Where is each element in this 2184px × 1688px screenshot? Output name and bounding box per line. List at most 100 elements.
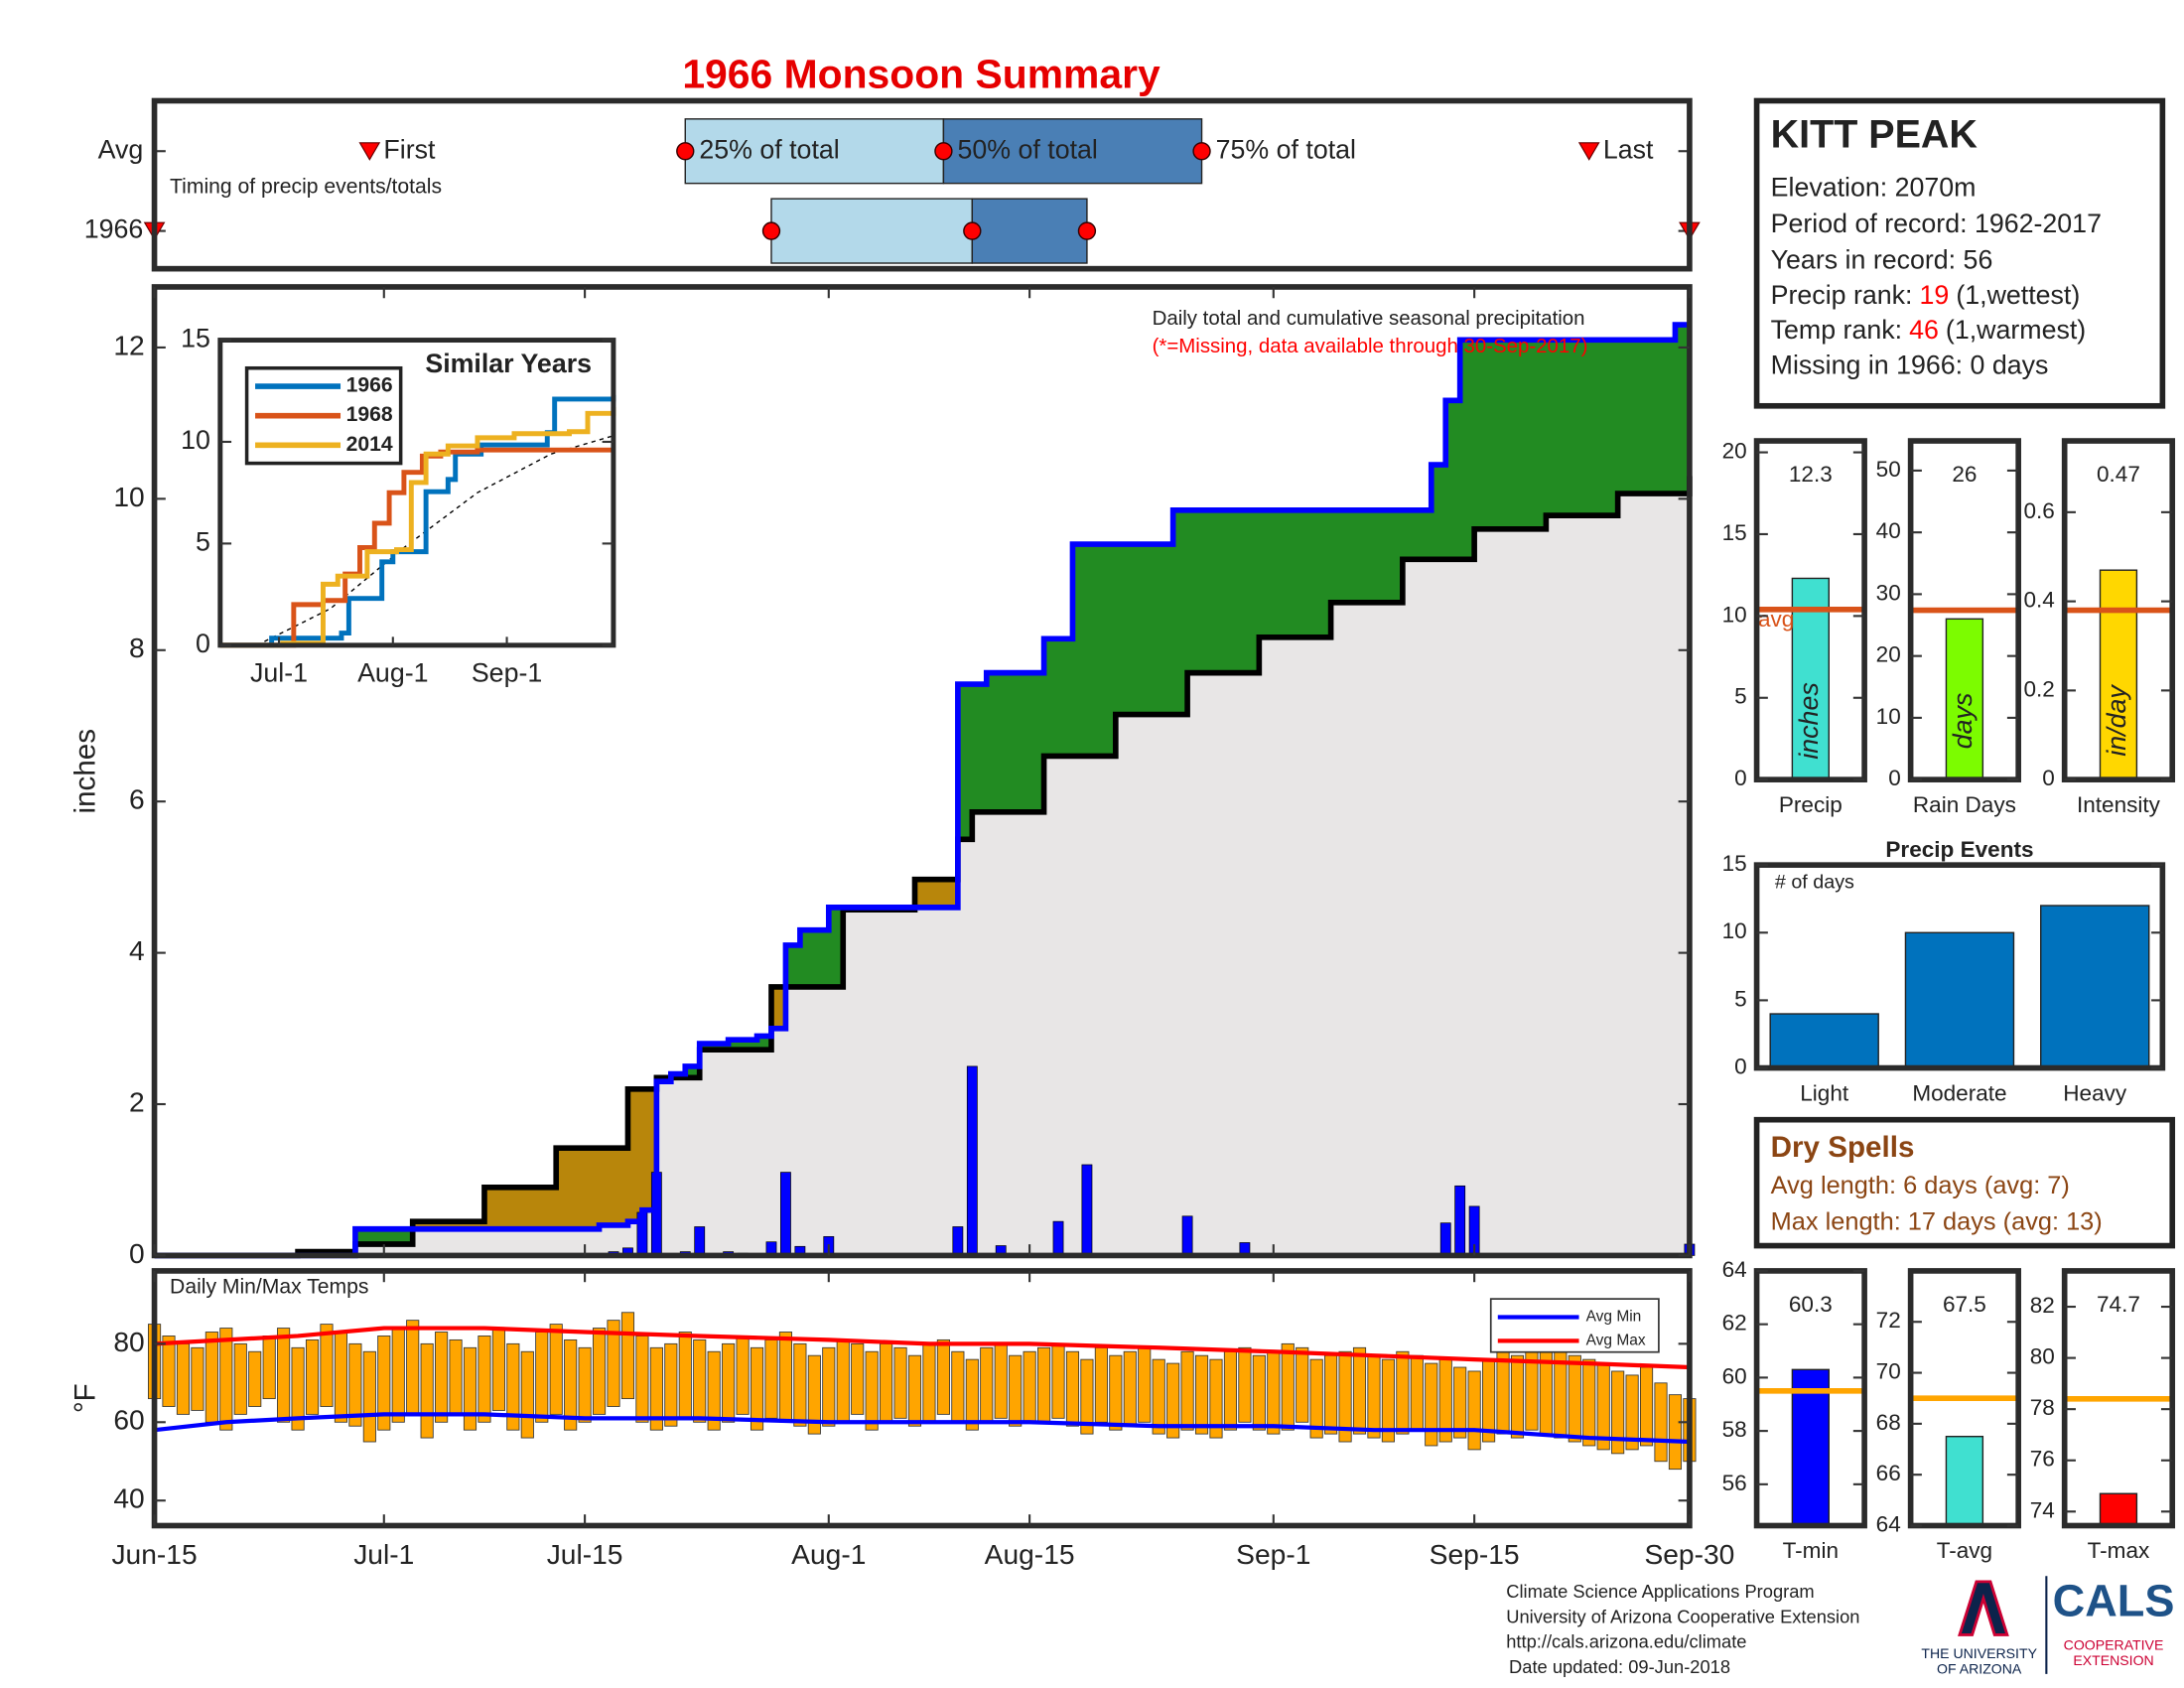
timing-box bbox=[971, 198, 1088, 264]
event-marker bbox=[358, 142, 381, 161]
temp-bar bbox=[564, 1338, 578, 1431]
temp-bar bbox=[1467, 1370, 1481, 1451]
temp-bar bbox=[162, 1336, 176, 1407]
temp-bar bbox=[491, 1328, 505, 1411]
y-tick-label: 10 bbox=[1722, 602, 1747, 627]
event-marker bbox=[1577, 142, 1600, 161]
legend-box bbox=[1489, 1298, 1660, 1353]
temp-bar bbox=[707, 1350, 721, 1431]
y-tick-label: 0 bbox=[196, 629, 210, 658]
temp-bar bbox=[478, 1336, 491, 1423]
temp-bar bbox=[750, 1346, 764, 1431]
avg-line bbox=[154, 1326, 1690, 1370]
temp-bar bbox=[907, 1354, 922, 1427]
temp-bar bbox=[1023, 1350, 1036, 1423]
y-tick-label: 68 bbox=[1876, 1410, 1901, 1435]
temp-bar bbox=[1296, 1346, 1309, 1423]
legend-label: 1968 bbox=[346, 403, 393, 426]
daily-bar bbox=[966, 1065, 978, 1256]
station-elevation: Elevation: 2070m bbox=[1771, 172, 1977, 202]
temp-bar bbox=[922, 1342, 936, 1423]
y-tick-label: 72 bbox=[1876, 1308, 1901, 1333]
logo-text: CALS bbox=[2053, 1575, 2175, 1625]
y-tick-label: 0.4 bbox=[2023, 588, 2054, 613]
station-period: Period of record: 1962-2017 bbox=[1771, 209, 2102, 238]
y-tick-label: 76 bbox=[2030, 1447, 2055, 1472]
y-tick-label: 10 bbox=[113, 481, 144, 512]
y-tick-label: 4 bbox=[129, 934, 145, 966]
temp-bar bbox=[1051, 1342, 1065, 1419]
quartile-marker bbox=[1192, 142, 1211, 161]
y-tick-label: 64 bbox=[1722, 1257, 1747, 1282]
temp-bar bbox=[334, 1332, 347, 1423]
quartile-marker bbox=[761, 221, 781, 240]
bar bbox=[1769, 1013, 1879, 1069]
y-tick-label: 12 bbox=[113, 329, 144, 360]
y-tick-label: 10 bbox=[1722, 918, 1747, 943]
rank-note: (1,wettest) bbox=[1956, 280, 2080, 310]
temp-bar bbox=[1080, 1358, 1094, 1435]
y-tick-label: 80 bbox=[2030, 1344, 2055, 1369]
row-label: Avg bbox=[98, 134, 144, 164]
y-tick-label: 15 bbox=[1722, 520, 1747, 545]
temp-bar bbox=[1267, 1350, 1281, 1435]
rank-label: Temp rank: bbox=[1771, 315, 1902, 345]
y-tick-label: 78 bbox=[2030, 1395, 2055, 1420]
temp-bar bbox=[1166, 1362, 1180, 1439]
legend-label: Avg Max bbox=[1586, 1333, 1646, 1349]
y-tick-label: 10 bbox=[1876, 704, 1901, 729]
y-tick-label: 30 bbox=[1876, 580, 1901, 605]
temp-bar bbox=[1324, 1354, 1338, 1435]
temp-bar bbox=[764, 1338, 778, 1419]
y-tick-label: 20 bbox=[1876, 642, 1901, 667]
y-tick-label: 64 bbox=[1876, 1511, 1901, 1536]
temp-bar bbox=[1281, 1342, 1295, 1431]
footer-line: Climate Science Applications Program bbox=[1506, 1581, 1814, 1602]
temp-bar bbox=[277, 1328, 291, 1423]
temp-bar bbox=[822, 1346, 836, 1427]
temp-bar bbox=[435, 1332, 449, 1423]
quartile-marker bbox=[934, 142, 953, 161]
x-tick-label: Jun-15 bbox=[111, 1538, 197, 1570]
temp-bar bbox=[1510, 1354, 1525, 1439]
temp-bar bbox=[620, 1312, 635, 1400]
bar bbox=[1945, 1435, 1984, 1527]
x-tick-label: Jul-15 bbox=[547, 1538, 623, 1570]
temp-bar bbox=[592, 1328, 607, 1415]
y-tick-label: 0 bbox=[1734, 1054, 1747, 1078]
temp-bar bbox=[463, 1346, 478, 1431]
plot-frame bbox=[151, 97, 1693, 272]
y-tick-label: 58 bbox=[1722, 1417, 1747, 1442]
temp-bar bbox=[1037, 1346, 1051, 1423]
y-axis-label: °F bbox=[69, 1383, 102, 1413]
ua-logo bbox=[1958, 1580, 2009, 1636]
rank-value: 19 bbox=[1920, 280, 1950, 310]
y-tick-label: 0 bbox=[1734, 766, 1747, 790]
temp-bar bbox=[262, 1336, 276, 1400]
x-tick-label: Aug-1 bbox=[357, 658, 428, 688]
y-tick-label: 0.6 bbox=[2023, 498, 2054, 523]
rank-value: 46 bbox=[1909, 315, 1939, 345]
temp-bar bbox=[1496, 1350, 1510, 1435]
y-tick-label: 20 bbox=[1722, 439, 1747, 464]
temp-bar bbox=[1453, 1366, 1467, 1439]
daily-bar bbox=[1454, 1185, 1466, 1256]
temp-bar bbox=[1668, 1394, 1683, 1471]
avg-label: avg bbox=[1758, 607, 1794, 632]
y-tick-label: 10 bbox=[181, 425, 210, 455]
x-tick-label: Light bbox=[1800, 1080, 1849, 1105]
temp-bar bbox=[865, 1350, 879, 1431]
y-tick-label: 6 bbox=[129, 783, 145, 815]
temp-bar bbox=[233, 1342, 247, 1415]
temp-bar bbox=[205, 1332, 218, 1423]
legend-label: 2014 bbox=[346, 433, 393, 456]
temp-bar bbox=[1065, 1350, 1080, 1427]
y-tick-label: 60 bbox=[113, 1404, 144, 1436]
quartile-marker bbox=[1077, 221, 1097, 240]
marker-label: 75% of total bbox=[1216, 134, 1356, 164]
temp-bar bbox=[348, 1342, 362, 1427]
y-tick-label: 5 bbox=[196, 526, 210, 556]
y-tick-label: 5 bbox=[1734, 684, 1747, 709]
bar bbox=[2099, 1492, 2138, 1527]
dry-spells-box bbox=[1753, 1116, 2176, 1249]
